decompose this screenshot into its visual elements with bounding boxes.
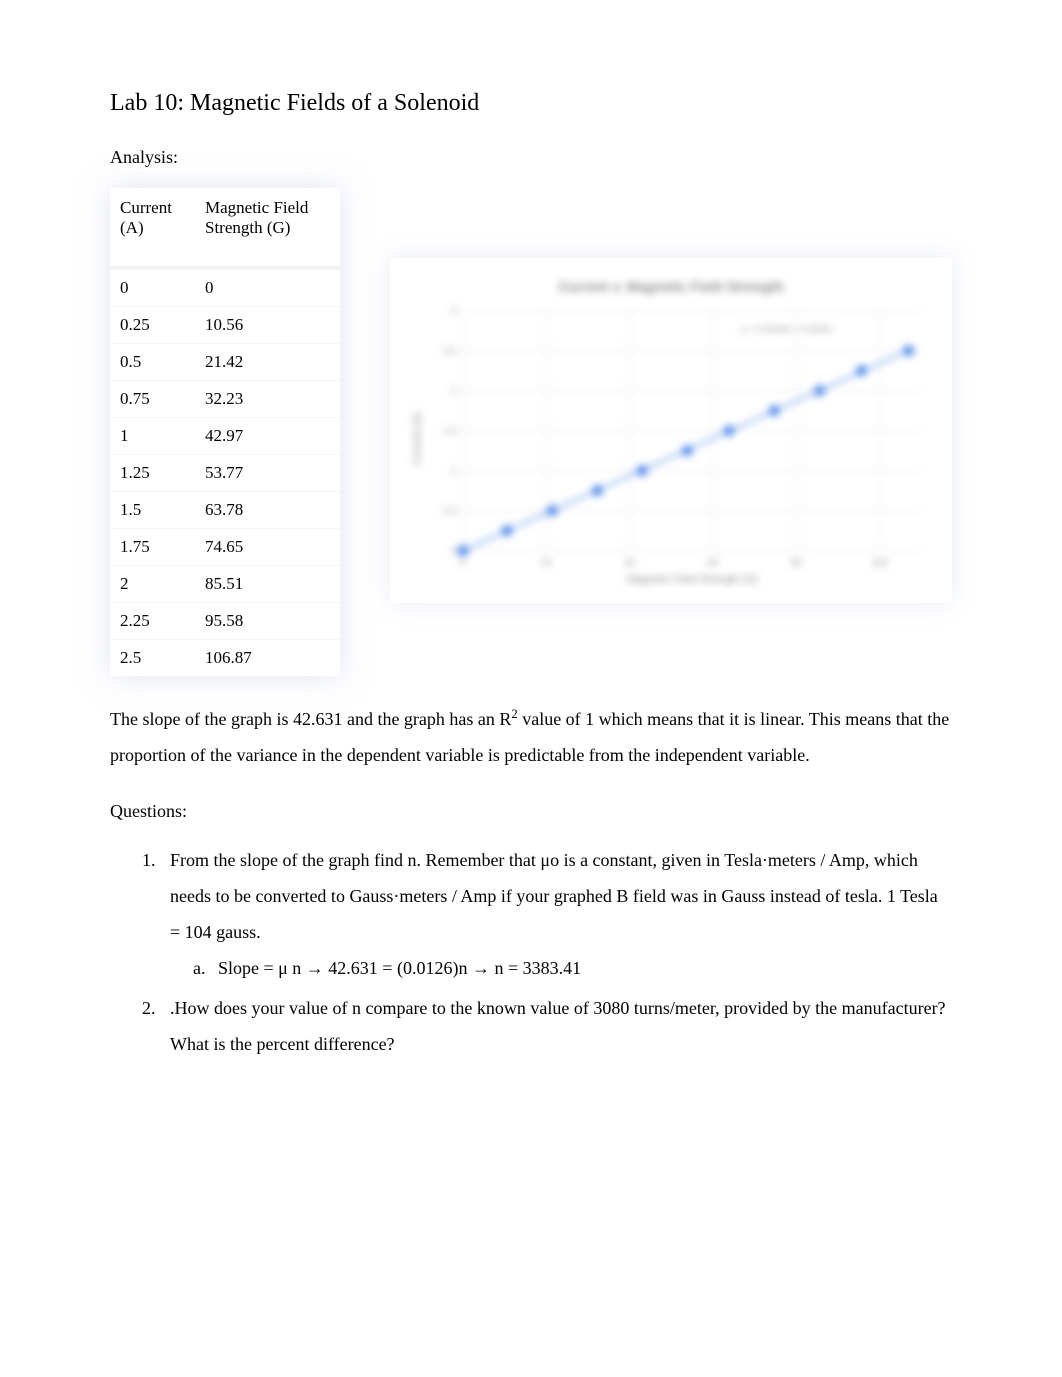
data-point: [458, 545, 469, 556]
table-cell: 0.5: [110, 343, 195, 380]
analysis-heading: Analysis:: [110, 147, 952, 168]
table-row: 142.97: [110, 417, 340, 454]
table-row: 1.7574.65: [110, 528, 340, 565]
table-row: 285.51: [110, 565, 340, 602]
question-1: From the slope of the graph find n. Reme…: [160, 842, 952, 986]
table-row: 1.563.78: [110, 491, 340, 528]
table-row: 0.2510.56: [110, 306, 340, 343]
slope-paragraph: The slope of the graph is 42.631 and the…: [110, 701, 952, 773]
table-cell: 106.87: [195, 639, 340, 676]
table-cell: 2.25: [110, 602, 195, 639]
content-row: Current (A) Magnetic Field Strength (G) …: [110, 188, 952, 676]
table-cell: 10.56: [195, 306, 340, 343]
data-table: Current (A) Magnetic Field Strength (G) …: [110, 188, 340, 676]
table-cell: 1: [110, 417, 195, 454]
x-axis-label: Magnetic Field Strength (G): [627, 574, 758, 586]
svg-text:0: 0: [451, 546, 456, 557]
lab-title: Lab 10: Magnetic Fields of a Solenoid: [110, 90, 952, 117]
table-cell: 42.97: [195, 417, 340, 454]
table-cell: 1.25: [110, 454, 195, 491]
question-1-text: From the slope of the graph find n. Reme…: [170, 850, 938, 942]
svg-text:100: 100: [872, 558, 888, 569]
svg-text:40: 40: [624, 558, 635, 569]
table-cell: 85.51: [195, 565, 340, 602]
table-row: 0.7532.23: [110, 380, 340, 417]
svg-text:1: 1: [451, 466, 456, 477]
svg-text:3: 3: [451, 306, 456, 317]
chart-bg: [404, 268, 937, 588]
trendline-label: y = 0.0234x + 0.0016: [741, 324, 831, 335]
table-cell: 74.65: [195, 528, 340, 565]
table-cell: 1.5: [110, 491, 195, 528]
svg-text:20: 20: [541, 558, 552, 569]
table-row: 0.521.42: [110, 343, 340, 380]
y-axis-label: Current (A): [411, 412, 423, 465]
question-1a: Slope = μ n → 42.631 = (0.0126)n → n = 3…: [210, 950, 952, 986]
table-cell: 21.42: [195, 343, 340, 380]
table-cell: 95.58: [195, 602, 340, 639]
chart-title: Current v. Magnetic Field Strength: [558, 278, 783, 294]
chart-container: Current v. Magnetic Field Strength 02040…: [390, 258, 952, 603]
slope-text-pre: The slope of the graph is 42.631 and the…: [110, 709, 511, 729]
questions-heading: Questions:: [110, 801, 952, 822]
svg-text:2: 2: [451, 386, 456, 397]
table-row: 2.5106.87: [110, 639, 340, 676]
table-cell: 0: [110, 269, 195, 306]
table-cell: 2: [110, 565, 195, 602]
svg-text:2.5: 2.5: [443, 346, 456, 357]
svg-text:0.5: 0.5: [443, 506, 456, 517]
question-2: .How does your value of n compare to the…: [160, 990, 952, 1062]
svg-text:60: 60: [708, 558, 719, 569]
svg-text:80: 80: [791, 558, 802, 569]
table-cell: 63.78: [195, 491, 340, 528]
scatter-chart: Current v. Magnetic Field Strength 02040…: [400, 268, 942, 588]
col1-header: Current (A): [110, 188, 195, 269]
table-cell: 0.75: [110, 380, 195, 417]
svg-text:0: 0: [460, 558, 465, 569]
table-cell: 32.23: [195, 380, 340, 417]
svg-text:1.5: 1.5: [443, 426, 456, 437]
question-1-sublist: Slope = μ n → 42.631 = (0.0126)n → n = 3…: [170, 950, 952, 986]
questions-list: From the slope of the graph find n. Reme…: [110, 842, 952, 1062]
table-cell: 2.5: [110, 639, 195, 676]
table-cell: 1.75: [110, 528, 195, 565]
col2-header: Magnetic Field Strength (G): [195, 188, 340, 269]
table-cell: 0: [195, 269, 340, 306]
table-cell: 53.77: [195, 454, 340, 491]
table-row: 2.2595.58: [110, 602, 340, 639]
table-row: 00: [110, 269, 340, 306]
table-cell: 0.25: [110, 306, 195, 343]
table-row: 1.2553.77: [110, 454, 340, 491]
